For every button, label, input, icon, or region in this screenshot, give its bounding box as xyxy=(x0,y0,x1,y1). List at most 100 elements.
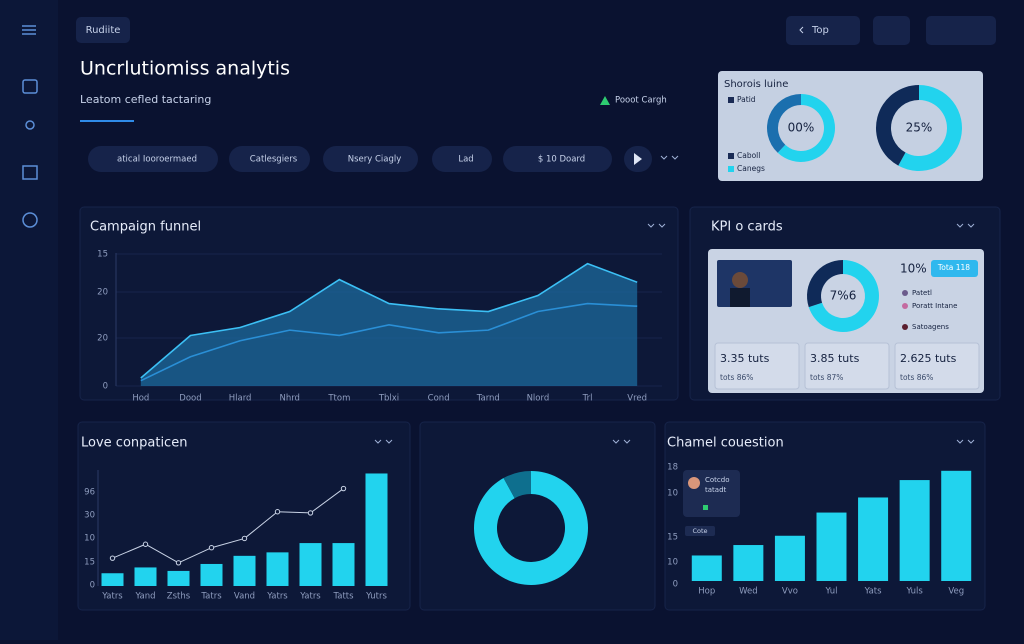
filter-pill[interactable] xyxy=(88,146,218,172)
legend-swatch xyxy=(728,97,734,103)
filter-pill[interactable] xyxy=(229,146,310,172)
play-icon xyxy=(634,153,642,165)
tooltip-text: tatadt xyxy=(705,486,727,494)
bar xyxy=(200,563,223,586)
stat-sub: tots 87% xyxy=(810,373,843,382)
x-tick-label: Ttom xyxy=(327,394,350,404)
nav-icon[interactable] xyxy=(22,212,38,228)
kpi-percent: 10% xyxy=(900,262,927,276)
filter-pill[interactable] xyxy=(503,146,612,172)
stat-box xyxy=(804,342,890,390)
line-point xyxy=(109,555,116,561)
y-tick-label: 15 xyxy=(667,533,678,543)
comparison-panel xyxy=(77,421,411,611)
top-button[interactable] xyxy=(786,16,860,45)
chevron xyxy=(647,223,666,228)
legend-swatch xyxy=(728,153,734,159)
x-tick-label: Hop xyxy=(698,587,715,597)
y-tick-label: 15 xyxy=(84,558,95,568)
x-tick-label: Yand xyxy=(134,592,155,602)
stat-box xyxy=(714,342,800,390)
bar xyxy=(816,512,847,581)
donut-segment xyxy=(767,94,801,153)
donut-segment xyxy=(807,260,843,308)
x-tick-label: Hlard xyxy=(229,394,252,404)
tab-underline xyxy=(80,120,134,122)
bar xyxy=(733,545,764,581)
line-point xyxy=(142,541,149,547)
x-tick-label: Nlord xyxy=(527,394,550,404)
icon-button[interactable] xyxy=(926,16,996,45)
line xyxy=(140,302,638,382)
filter-label: Lad xyxy=(458,155,473,165)
y-tick-label: 30 xyxy=(84,511,95,521)
nav-icon[interactable] xyxy=(25,120,35,130)
legend-label: Satoagens xyxy=(912,323,949,331)
y-tick-label: 0 xyxy=(103,382,108,392)
menu-icon[interactable] xyxy=(22,25,36,35)
nav-icon[interactable] xyxy=(22,165,38,180)
line-point xyxy=(274,509,281,515)
tag-text: Cote xyxy=(692,527,707,535)
bar xyxy=(266,552,289,586)
panel-title: Chamel couestion xyxy=(667,436,784,451)
legend-dot xyxy=(902,290,908,296)
x-tick-label: Yul xyxy=(825,587,838,597)
y-tick-label: 18 xyxy=(667,463,678,473)
bar xyxy=(233,555,256,586)
chevron xyxy=(956,439,975,444)
status: Pooot Cargh xyxy=(615,96,667,106)
chevron xyxy=(612,439,631,444)
x-tick-label: Tblxi xyxy=(378,394,399,404)
line-point xyxy=(241,535,248,542)
nav-icon[interactable] xyxy=(22,79,38,94)
bar xyxy=(134,567,157,586)
bar xyxy=(899,480,930,581)
line xyxy=(140,262,638,379)
x-tick-label: Vred xyxy=(627,394,647,404)
sidebar xyxy=(0,0,58,640)
stat-box xyxy=(894,342,980,390)
kpi-badge-text: Tota 118 xyxy=(937,263,970,272)
kpi-image-person xyxy=(732,272,748,288)
bar xyxy=(774,535,805,581)
donut-center: 25% xyxy=(906,121,933,135)
x-tick-label: Tatrs xyxy=(200,592,222,602)
donut-segment xyxy=(808,260,880,332)
y-tick-label: 96 xyxy=(84,488,95,498)
panel-title: Love conpaticen xyxy=(81,436,187,451)
subtitle: Leatom cefled tactaring xyxy=(80,93,211,106)
panel-title: Campaign funnel xyxy=(90,220,201,235)
bar xyxy=(858,497,889,581)
x-tick-label: Yatrs xyxy=(266,592,288,602)
filter-label: Catlesgiers xyxy=(250,155,298,165)
filter-pill[interactable] xyxy=(323,146,418,172)
filter-label: $ 10 Doard xyxy=(538,155,585,165)
stat-value: 3.35 tuts xyxy=(720,352,770,365)
legend-label: Poratt Intane xyxy=(912,302,957,310)
legend-dot xyxy=(902,324,908,330)
filter-pill[interactable] xyxy=(432,146,492,172)
icon-button[interactable] xyxy=(873,16,910,45)
donut-center: 7%6 xyxy=(830,289,857,303)
panel-title: KPI o cards xyxy=(711,220,783,235)
x-tick-label: Dood xyxy=(179,394,201,404)
bar xyxy=(691,555,722,581)
chevron xyxy=(799,26,804,34)
x-tick-label: Vand xyxy=(234,592,255,602)
x-tick-label: Yatrs xyxy=(299,592,321,602)
tag xyxy=(685,526,715,536)
x-tick-label: Zsths xyxy=(167,592,191,602)
line xyxy=(112,488,344,564)
legend-label: Caboll xyxy=(737,151,760,160)
x-tick-label: Cond xyxy=(428,394,450,404)
y-tick-label: 10 xyxy=(667,489,678,499)
line-point xyxy=(307,510,314,516)
legend-label: Patid xyxy=(737,95,756,104)
bar xyxy=(941,470,972,581)
line-point xyxy=(340,485,347,492)
filter-label: Nsery Ciagly xyxy=(348,155,402,165)
x-tick-label: Yutrs xyxy=(365,592,387,602)
bar xyxy=(299,543,322,586)
